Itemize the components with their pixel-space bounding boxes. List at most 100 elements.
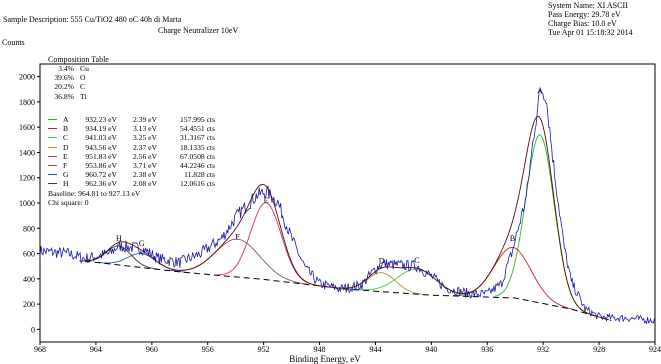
y-tick-label: 800 [23, 224, 35, 233]
peak-row: D 943.56 eV 2.37 eV 18.1335 cts [48, 143, 215, 152]
peak-name: G [63, 170, 69, 180]
component-peak-e [217, 202, 314, 286]
composition-table: Composition Table 3.4% Cu 39.6% O 20.2% C 36.8… [48, 55, 109, 101]
x-tick-label: 968 [34, 345, 46, 354]
sample-description: Sample Description: 555 Cu/TiO2 480 oC 4… [3, 15, 182, 24]
y-tick-label: 1600 [19, 123, 35, 132]
chi-square-text: Chi square: 0 [48, 197, 89, 207]
peak-row: H 962.36 eV 2.08 eV 12.0616 cts [48, 179, 215, 188]
peak-name: B [63, 124, 69, 134]
x-tick-label: 924 [649, 345, 661, 354]
composition-value: 39.6% [54, 73, 74, 83]
peak-label: C [414, 256, 419, 265]
peak-fwhm: 2.56 eV [132, 151, 157, 161]
peak-fwhm: 2.08 eV [132, 179, 157, 189]
y-tick-label: 400 [23, 275, 35, 284]
peak-name: H [63, 179, 69, 189]
y-tick-label: 1200 [19, 174, 35, 183]
x-tick-label: 928 [593, 345, 605, 354]
x-tick-label: 960 [146, 345, 158, 354]
peak-binding-energy: 934.19 eV [85, 124, 117, 134]
system-name: System Name: XI ASCII [548, 1, 628, 10]
peak-row: B 934.19 eV 3.13 eV 54.4551 cts [48, 124, 215, 133]
peak-row: F 953.86 eV 3.71 eV 44.2246 cts [48, 161, 215, 170]
peak-area: 11.828 cts [184, 170, 215, 180]
y-tick-label: 0 [31, 325, 35, 334]
peak-area: 67.0508 cts [179, 151, 215, 161]
peak-label: D [379, 257, 385, 266]
composition-row: 20.2% C [48, 82, 109, 91]
composition-element: C [80, 82, 86, 92]
peak-binding-energy: 951.83 eV [85, 151, 117, 161]
composition-row: 36.8% Ti [48, 92, 109, 101]
x-tick-label: 940 [425, 345, 437, 354]
peak-fwhm: 3.25 eV [132, 133, 157, 143]
peak-swatch [48, 146, 57, 148]
peak-fwhm: 3.13 eV [132, 124, 157, 134]
peak-area: 54.4551 cts [179, 124, 215, 134]
baseline-text: Baseline: 964.81 to 927.13 eV [48, 188, 141, 198]
peak-binding-energy: 962.36 eV [85, 179, 117, 189]
peak-binding-energy: 943.56 eV [85, 142, 117, 152]
peak-swatch [48, 128, 57, 130]
peak-label: G [139, 239, 145, 248]
y-tick-label: 2000 [19, 73, 35, 82]
peak-binding-energy: 960.72 eV [85, 170, 117, 180]
peak-label: E [264, 196, 269, 205]
y-tick-label: 600 [23, 250, 35, 259]
component-peak-c [355, 268, 479, 298]
x-tick-label: 936 [481, 345, 493, 354]
peak-area: 12.0616 cts [179, 179, 215, 189]
spectrum-data-line [39, 88, 655, 325]
x-tick-label: 952 [258, 345, 270, 354]
peak-name: F [63, 161, 68, 171]
fit-envelope-line [84, 115, 610, 321]
peak-swatch [48, 165, 57, 167]
peak-fwhm: 3.71 eV [132, 161, 157, 171]
composition-element: Ti [80, 91, 87, 101]
composition-value: 20.2% [54, 82, 74, 92]
peak-area: 157.995 cts [179, 115, 215, 124]
peak-swatch [48, 174, 57, 176]
charge-neutralizer: Charge Neutralizer 10eV [158, 26, 239, 35]
composition-table-title: Composition Table [48, 55, 109, 64]
peak-swatch [48, 155, 57, 157]
peak-swatch [48, 183, 57, 185]
peak-label: H [116, 234, 122, 243]
y-tick-label: 1000 [19, 199, 35, 208]
peak-area: 31.3167 cts [179, 133, 215, 143]
x-tick-label: 956 [202, 345, 214, 354]
x-tick-label: 964 [90, 345, 102, 354]
composition-value: 36.8% [54, 91, 74, 101]
peak-row: G 960.72 eV 2.38 eV 11.828 cts [48, 170, 215, 179]
plot-area [39, 63, 656, 343]
peak-fwhm: 2.38 eV [132, 170, 157, 180]
y-tick-label: 1800 [19, 98, 35, 107]
x-tick-label: 944 [369, 345, 381, 354]
peak-swatch [48, 137, 57, 139]
peak-name: E [63, 151, 68, 161]
peak-name: C [63, 133, 69, 143]
peak-name: D [63, 142, 69, 152]
peak-row: A 932.23 eV 2.39 eV 157.995 cts [48, 115, 215, 124]
y-tick-label: 200 [23, 300, 35, 309]
timestamp: Tue Apr 01 15:18:32 2014 [548, 28, 633, 37]
pass-energy: Pass Energy: 29.78 eV [548, 10, 621, 19]
composition-value: 3.4% [58, 64, 74, 73]
x-tick-label: 948 [314, 345, 326, 354]
y-axis-title: Counts [2, 38, 25, 47]
charge-bias: Charge Bias: 10.0 eV [548, 19, 617, 28]
peak-label: A [537, 86, 543, 95]
peak-area: 44.2246 cts [179, 161, 215, 171]
composition-element: Cu [80, 64, 89, 73]
x-tick-label: 932 [537, 345, 549, 354]
peak-name: A [63, 115, 69, 124]
peak-label: F [235, 233, 240, 242]
peak-table: A 932.23 eV 2.39 eV 157.995 cts B 934.19 eV 3.… [48, 115, 215, 207]
x-axis-title: Binding Energy, eV [289, 354, 361, 364]
peak-row: C 941.03 eV 3.25 eV 31.3167 cts [48, 133, 215, 142]
peak-fwhm: 2.37 eV [132, 142, 157, 152]
peak-label: B [510, 234, 515, 243]
composition-row: 3.4% Cu [48, 64, 109, 73]
